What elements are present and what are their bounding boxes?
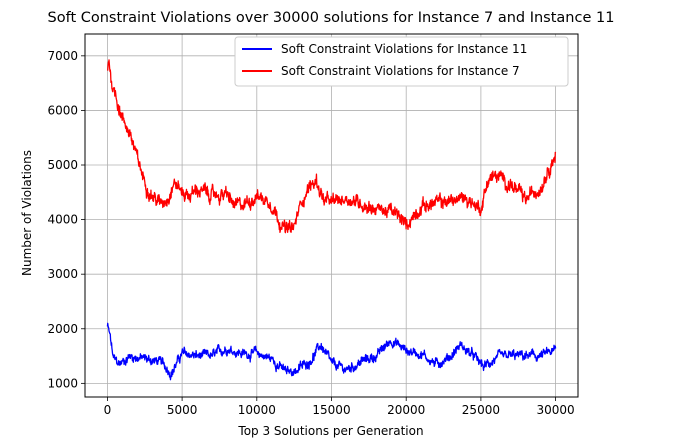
x-tick-label: 30000	[536, 403, 574, 417]
x-tick-label: 0	[104, 403, 112, 417]
series-layer	[106, 59, 557, 381]
x-axis-label: Top 3 Solutions per Generation	[237, 424, 423, 438]
x-tick-label: 15000	[312, 403, 350, 417]
x-tick-label: 20000	[387, 403, 425, 417]
y-tick-label: 4000	[47, 213, 78, 227]
grid	[85, 34, 578, 397]
y-tick-label: 7000	[47, 49, 78, 63]
legend-label-instance-11: Soft Constraint Violations for Instance …	[281, 42, 527, 56]
legend: Soft Constraint Violations for Instance …	[234, 36, 569, 87]
y-tick-label: 3000	[47, 267, 78, 281]
series-line-1	[107, 59, 557, 234]
y-tick-label: 5000	[47, 158, 78, 172]
legend-box	[234, 36, 569, 87]
y-tick-label: 1000	[47, 376, 78, 390]
y-tick-label: 6000	[47, 103, 78, 117]
x-tick-label: 10000	[238, 403, 276, 417]
x-tick-label: 5000	[167, 403, 198, 417]
chart-title: Soft Constraint Violations over 30000 so…	[48, 10, 615, 26]
axis-ticks: 0 5000 10000 15000 20000 25000 30000 1000 2000 30…	[47, 49, 574, 417]
legend-label-instance-7: Soft Constraint Violations for Instance …	[281, 64, 520, 78]
series-line-0	[106, 322, 557, 381]
y-axis-label: Number of Violations	[20, 150, 34, 276]
x-tick-label: 25000	[462, 403, 500, 417]
y-tick-label: 2000	[47, 322, 78, 336]
